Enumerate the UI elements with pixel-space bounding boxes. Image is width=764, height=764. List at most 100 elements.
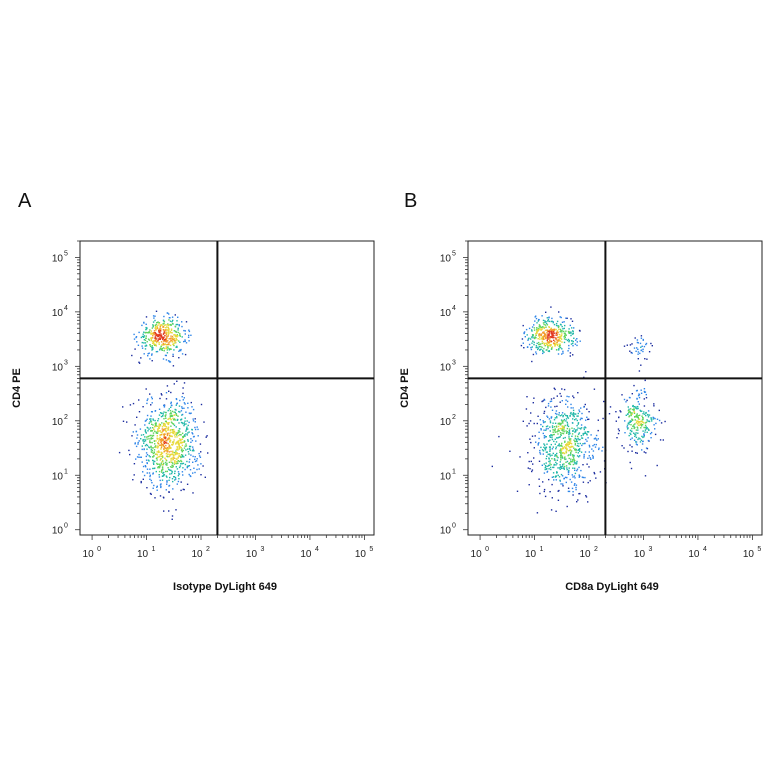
event-dot	[150, 438, 152, 440]
event-dot	[535, 351, 537, 353]
event-dot	[560, 467, 563, 470]
event-dot	[592, 445, 594, 447]
event-dot	[572, 340, 574, 343]
event-dot	[631, 352, 633, 354]
event-dot	[159, 337, 161, 339]
event-dot	[545, 451, 548, 453]
event-dot	[177, 316, 179, 318]
event-dot	[547, 336, 549, 338]
event-dot	[624, 420, 626, 422]
event-dot	[548, 464, 551, 466]
event-dot	[550, 398, 553, 400]
event-dot	[163, 350, 165, 352]
event-dot	[137, 443, 139, 445]
event-dot	[175, 450, 177, 452]
event-dot	[542, 352, 544, 355]
event-dot	[648, 351, 651, 353]
event-dot	[579, 442, 581, 445]
event-dot	[176, 346, 178, 348]
event-dot	[546, 451, 548, 453]
event-dot	[149, 344, 151, 346]
event-dot	[561, 432, 563, 434]
event-dot	[161, 347, 163, 350]
event-dot	[573, 484, 576, 486]
event-dot	[171, 335, 174, 338]
event-dot	[145, 335, 147, 337]
event-dot	[164, 343, 166, 345]
event-dot	[531, 342, 533, 344]
event-dot	[572, 413, 575, 415]
event-dot	[169, 453, 171, 456]
event-dot	[131, 435, 133, 437]
event-dot	[160, 444, 162, 446]
event-dot	[178, 453, 180, 455]
event-dot	[180, 454, 183, 456]
event-dot	[175, 409, 177, 411]
event-dot	[551, 317, 553, 320]
event-dot	[138, 362, 141, 364]
event-dot	[157, 442, 159, 444]
y-tick-label: 10	[52, 362, 64, 373]
event-dot	[183, 397, 185, 399]
event-dot	[635, 421, 638, 424]
event-dot	[552, 434, 554, 436]
event-dot	[542, 342, 544, 344]
event-dot	[182, 462, 185, 465]
event-dot	[173, 456, 175, 458]
event-dot	[173, 339, 175, 341]
event-dot	[635, 443, 638, 445]
event-dot	[192, 418, 194, 420]
event-dot	[584, 403, 586, 406]
event-dot	[572, 332, 574, 335]
event-dot	[159, 412, 162, 414]
event-dot	[572, 459, 574, 461]
event-dot	[559, 445, 561, 447]
event-dot	[177, 460, 180, 462]
event-dot	[635, 414, 638, 416]
event-dot	[587, 437, 589, 439]
event-dot	[541, 342, 543, 345]
event-dot	[161, 466, 164, 468]
event-dot	[569, 449, 571, 452]
event-dot	[165, 347, 168, 349]
event-dot	[530, 348, 533, 351]
event-dot	[531, 346, 533, 348]
x-tick-label-exponent: 2	[594, 546, 598, 553]
event-dot	[170, 457, 172, 460]
event-dot	[158, 414, 161, 416]
event-dot	[536, 342, 538, 345]
event-dot	[632, 425, 634, 427]
event-dot	[172, 429, 174, 432]
event-dot	[159, 326, 161, 328]
event-dot	[140, 336, 143, 339]
event-dot	[546, 443, 548, 445]
event-dot	[588, 466, 590, 468]
event-dot	[159, 465, 161, 468]
event-dot	[549, 337, 551, 340]
event-dot	[553, 328, 555, 330]
event-dot	[160, 446, 163, 449]
event-dot	[572, 494, 574, 496]
event-dot	[536, 322, 538, 324]
event-dot	[174, 340, 176, 342]
event-dot	[572, 430, 574, 432]
event-dot	[524, 336, 526, 338]
event-dot	[149, 478, 151, 480]
event-dot	[565, 414, 567, 417]
event-dot	[179, 431, 181, 433]
dot-plot-b	[491, 306, 666, 514]
event-dot	[178, 428, 181, 430]
event-dot	[546, 425, 549, 427]
event-dot	[204, 476, 206, 478]
event-dot	[177, 331, 180, 334]
event-dot	[558, 336, 561, 338]
event-dot	[163, 339, 166, 341]
event-dot	[549, 449, 551, 451]
event-dot	[525, 328, 528, 331]
event-dot	[553, 397, 555, 399]
event-dot	[566, 424, 569, 427]
event-dot	[184, 454, 187, 456]
event-dot	[561, 425, 563, 428]
event-dot	[160, 462, 163, 464]
event-dot	[173, 451, 176, 454]
